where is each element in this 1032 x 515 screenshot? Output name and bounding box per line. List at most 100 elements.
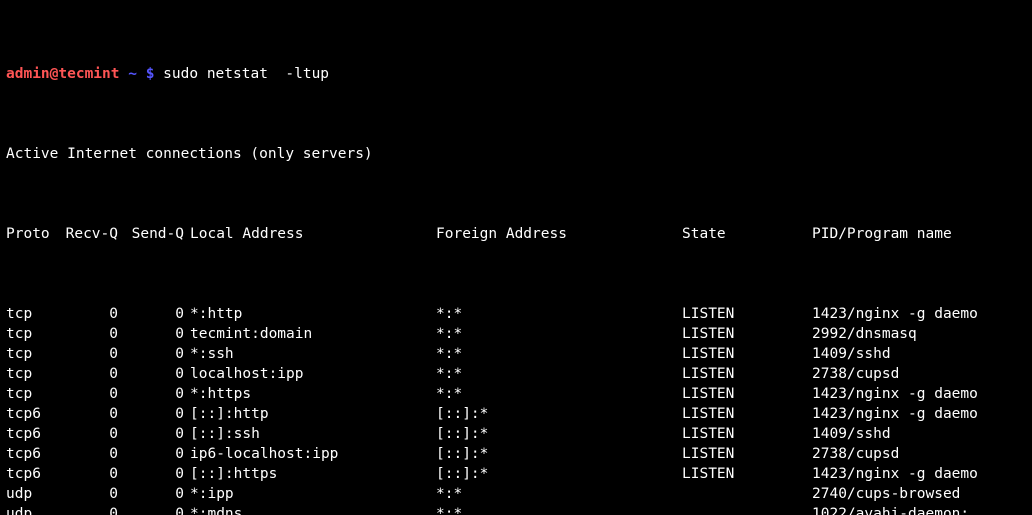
table-row: tcp00 localhost:ipp*:*LISTEN2738/cupsd (6, 364, 1026, 384)
cell-state (682, 484, 812, 504)
cell-foreign: [::]:* (436, 444, 682, 464)
cell-recvq: 0 (58, 324, 124, 344)
header-state: State (682, 224, 812, 244)
header-local: Local Address (190, 224, 436, 244)
cell-foreign: *:* (436, 504, 682, 515)
cell-pid: 2992/dnsmasq (812, 324, 1026, 344)
cell-recvq: 0 (58, 364, 124, 384)
title-line: Active Internet connections (only server… (6, 144, 1026, 164)
cell-recvq: 0 (58, 424, 124, 444)
command-text: sudo netstat -ltup (163, 66, 329, 82)
terminal-window[interactable]: admin@tecmint ~ $ sudo netstat -ltup Act… (0, 0, 1032, 515)
cell-sendq: 0 (124, 404, 190, 424)
cell-foreign: *:* (436, 324, 682, 344)
prompt-path: ~ (128, 66, 137, 82)
cell-local: *:mdns (190, 504, 436, 515)
cell-pid: 1409/sshd (812, 344, 1026, 364)
header-sendq: Send-Q (124, 224, 190, 244)
cell-sendq: 0 (124, 504, 190, 515)
cell-foreign: *:* (436, 304, 682, 324)
cell-proto: tcp6 (6, 464, 58, 484)
cell-state: LISTEN (682, 464, 812, 484)
table-row: tcp00 *:https*:*LISTEN1423/nginx -g daem… (6, 384, 1026, 404)
cell-proto: tcp6 (6, 444, 58, 464)
table-row: tcp600 [::]:http[::]:*LISTEN1423/nginx -… (6, 404, 1026, 424)
cell-foreign: [::]:* (436, 404, 682, 424)
cell-local: *:http (190, 304, 436, 324)
cell-local: localhost:ipp (190, 364, 436, 384)
cell-local: *:https (190, 384, 436, 404)
cell-recvq: 0 (58, 304, 124, 324)
table-row: udp00 *:mdns*:*1022/avahi-daemon: (6, 504, 1026, 515)
cell-proto: tcp (6, 344, 58, 364)
cell-pid: 1022/avahi-daemon: (812, 504, 1026, 515)
cell-sendq: 0 (124, 444, 190, 464)
cell-pid: 1423/nginx -g daemo (812, 464, 1026, 484)
cell-local: *:ssh (190, 344, 436, 364)
header-foreign: Foreign Address (436, 224, 682, 244)
cell-pid: 2738/cupsd (812, 444, 1026, 464)
header-proto: Proto (6, 224, 58, 244)
cell-local: [::]:ssh (190, 424, 436, 444)
cell-foreign: *:* (436, 364, 682, 384)
prompt-host: tecmint (58, 66, 119, 82)
table-row: tcp00 tecmint:domain*:*LISTEN2992/dnsmas… (6, 324, 1026, 344)
prompt-user: admin (6, 66, 50, 82)
rows-container: tcp00 *:http*:*LISTEN1423/nginx -g daemo… (6, 304, 1026, 515)
cell-local: [::]:http (190, 404, 436, 424)
table-row: tcp600 [::]:ssh[::]:*LISTEN1409/sshd (6, 424, 1026, 444)
cell-local: ip6-localhost:ipp (190, 444, 436, 464)
cell-pid: 1423/nginx -g daemo (812, 404, 1026, 424)
cell-foreign: [::]:* (436, 464, 682, 484)
cell-local: *:ipp (190, 484, 436, 504)
cell-proto: tcp (6, 384, 58, 404)
cell-proto: tcp (6, 304, 58, 324)
cell-recvq: 0 (58, 344, 124, 364)
table-row: tcp600 [::]:https[::]:*LISTEN1423/nginx … (6, 464, 1026, 484)
header-row: ProtoRecv-QSend-Q Local AddressForeign A… (6, 224, 1026, 244)
cell-recvq: 0 (58, 384, 124, 404)
cell-recvq: 0 (58, 444, 124, 464)
cell-proto: udp (6, 504, 58, 515)
cell-proto: udp (6, 484, 58, 504)
cell-state (682, 504, 812, 515)
cell-recvq: 0 (58, 484, 124, 504)
cell-sendq: 0 (124, 484, 190, 504)
cell-state: LISTEN (682, 424, 812, 444)
cell-proto: tcp (6, 324, 58, 344)
prompt-line-1: admin@tecmint ~ $ sudo netstat -ltup (6, 64, 1026, 84)
cell-state: LISTEN (682, 344, 812, 364)
cell-foreign: *:* (436, 484, 682, 504)
cell-proto: tcp (6, 364, 58, 384)
cell-state: LISTEN (682, 404, 812, 424)
header-recvq: Recv-Q (58, 224, 124, 244)
cell-pid: 2738/cupsd (812, 364, 1026, 384)
cell-recvq: 0 (58, 504, 124, 515)
cell-recvq: 0 (58, 404, 124, 424)
cell-sendq: 0 (124, 424, 190, 444)
cell-sendq: 0 (124, 384, 190, 404)
cell-foreign: *:* (436, 344, 682, 364)
cell-local: tecmint:domain (190, 324, 436, 344)
cell-state: LISTEN (682, 324, 812, 344)
cell-pid: 1423/nginx -g daemo (812, 384, 1026, 404)
cell-pid: 2740/cups-browsed (812, 484, 1026, 504)
cell-pid: 1409/sshd (812, 424, 1026, 444)
cell-state: LISTEN (682, 444, 812, 464)
cell-sendq: 0 (124, 364, 190, 384)
cell-sendq: 0 (124, 304, 190, 324)
cell-recvq: 0 (58, 464, 124, 484)
cell-state: LISTEN (682, 304, 812, 324)
cell-pid: 1423/nginx -g daemo (812, 304, 1026, 324)
cell-sendq: 0 (124, 344, 190, 364)
prompt-dollar: $ (146, 66, 155, 82)
cell-local: [::]:https (190, 464, 436, 484)
table-row: udp00 *:ipp*:*2740/cups-browsed (6, 484, 1026, 504)
cell-sendq: 0 (124, 464, 190, 484)
cell-proto: tcp6 (6, 404, 58, 424)
header-pid: PID/Program name (812, 224, 1026, 244)
table-row: tcp00 *:http*:*LISTEN1423/nginx -g daemo (6, 304, 1026, 324)
cell-foreign: [::]:* (436, 424, 682, 444)
cell-state: LISTEN (682, 384, 812, 404)
cell-proto: tcp6 (6, 424, 58, 444)
